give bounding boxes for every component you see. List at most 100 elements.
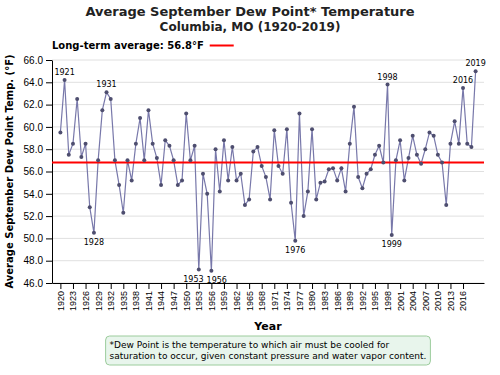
x-tick-label: 1947 — [169, 291, 179, 311]
point — [63, 78, 67, 82]
x-tick-label: 1965 — [245, 291, 255, 311]
point — [394, 158, 398, 162]
x-tick-mark — [438, 283, 439, 289]
x-tick-label: 1941 — [144, 291, 154, 311]
x-tick-mark — [60, 283, 61, 289]
point — [281, 172, 285, 176]
x-tick-mark — [136, 283, 137, 289]
point — [352, 105, 356, 109]
x-tick-mark — [73, 283, 74, 289]
x-tick-label: 1944 — [156, 291, 166, 311]
x-tick-label: 1953 — [194, 291, 204, 311]
point — [373, 153, 377, 157]
point — [436, 153, 440, 157]
annotation: 2016 — [453, 76, 473, 85]
annotation: 1931 — [96, 80, 116, 89]
x-tick-mark — [312, 283, 313, 289]
x-tick-mark — [174, 283, 175, 289]
x-tick-label: 1935 — [119, 291, 129, 311]
x-tick-mark — [362, 283, 363, 289]
point — [146, 108, 150, 112]
point — [276, 164, 280, 168]
reference-label: Long-term average: 56.8°F — [52, 40, 204, 51]
x-tick-label: 1959 — [219, 291, 229, 311]
x-tick-mark — [388, 283, 389, 289]
grid-line — [52, 82, 484, 83]
point — [214, 147, 218, 151]
data-area — [52, 69, 484, 273]
annotation: 1921 — [54, 68, 74, 77]
point — [386, 83, 390, 87]
point — [285, 127, 289, 131]
point — [302, 214, 306, 218]
point — [402, 178, 406, 182]
point — [440, 161, 444, 165]
x-tick: 2010 — [433, 283, 443, 311]
annotation: 2019 — [465, 59, 485, 68]
y-tick: 56.0 — [24, 166, 52, 177]
y-tick-mark — [46, 60, 52, 61]
x-tick: 1974 — [282, 283, 292, 311]
x-tick-label: 1920 — [56, 291, 66, 311]
point — [314, 197, 318, 201]
grid-line — [52, 238, 484, 239]
point — [356, 175, 360, 179]
x-tick: 1950 — [182, 283, 192, 311]
x-tick: 1992 — [358, 283, 368, 311]
x-tick-label: 2010 — [433, 291, 443, 311]
y-tick: 46.0 — [24, 278, 52, 289]
x-tick: 2013 — [446, 283, 456, 311]
x-tick: 2007 — [421, 283, 431, 311]
x-tick: 1956 — [207, 283, 217, 311]
x-tick-label: 1962 — [232, 291, 242, 311]
point — [193, 144, 197, 148]
point — [235, 178, 239, 182]
point — [84, 142, 88, 146]
x-tick-label: 1977 — [295, 291, 305, 311]
x-tick-label: 1950 — [182, 291, 192, 311]
x-tick: 1926 — [81, 283, 91, 311]
y-axis-title: Average September Dew Point Temp. (°F) — [4, 54, 15, 288]
point — [411, 134, 415, 138]
x-tick: 1923 — [68, 283, 78, 311]
point — [75, 97, 79, 101]
point — [117, 183, 121, 187]
point — [448, 142, 452, 146]
annotation: 1956 — [207, 276, 227, 285]
x-tick: 1983 — [320, 283, 330, 311]
y-tick-label: 54.0 — [24, 189, 44, 200]
y-tick-label: 46.0 — [24, 278, 44, 289]
y-tick-mark — [46, 261, 52, 262]
x-tick-label: 1932 — [106, 291, 116, 311]
x-tick: 1959 — [219, 283, 229, 311]
x-tick: 1932 — [106, 283, 116, 311]
note-text: *Dew Point is the temperature to which a… — [110, 340, 427, 361]
annotation: 1998 — [377, 73, 397, 82]
point — [159, 183, 163, 187]
x-tick: 1989 — [345, 283, 355, 311]
x-tick-mark — [450, 283, 451, 289]
x-tick-label: 1989 — [345, 291, 355, 311]
y-tick-label: 58.0 — [24, 144, 44, 155]
plot: 1920192319261929193219351938194119441947… — [24, 55, 486, 311]
y-tick-label: 60.0 — [24, 122, 44, 133]
point — [365, 172, 369, 176]
x-tick-label: 1968 — [257, 291, 267, 311]
x-axis-line — [53, 283, 485, 284]
x-tick: 1971 — [270, 283, 280, 311]
point — [230, 145, 234, 149]
x-tick-mark — [199, 283, 200, 289]
x-tick-mark — [375, 283, 376, 289]
x-tick-mark — [186, 283, 187, 289]
point — [92, 231, 96, 235]
grid-line — [52, 260, 484, 261]
point — [327, 167, 331, 171]
point — [310, 127, 314, 131]
y-tick-mark — [46, 216, 52, 217]
x-tick-mark — [299, 283, 300, 289]
grid — [52, 60, 484, 283]
x-tick: 2016 — [458, 283, 468, 311]
x-tick: 1944 — [156, 283, 166, 311]
y-tick: 50.0 — [24, 233, 52, 244]
annotation: 1999 — [382, 240, 402, 249]
